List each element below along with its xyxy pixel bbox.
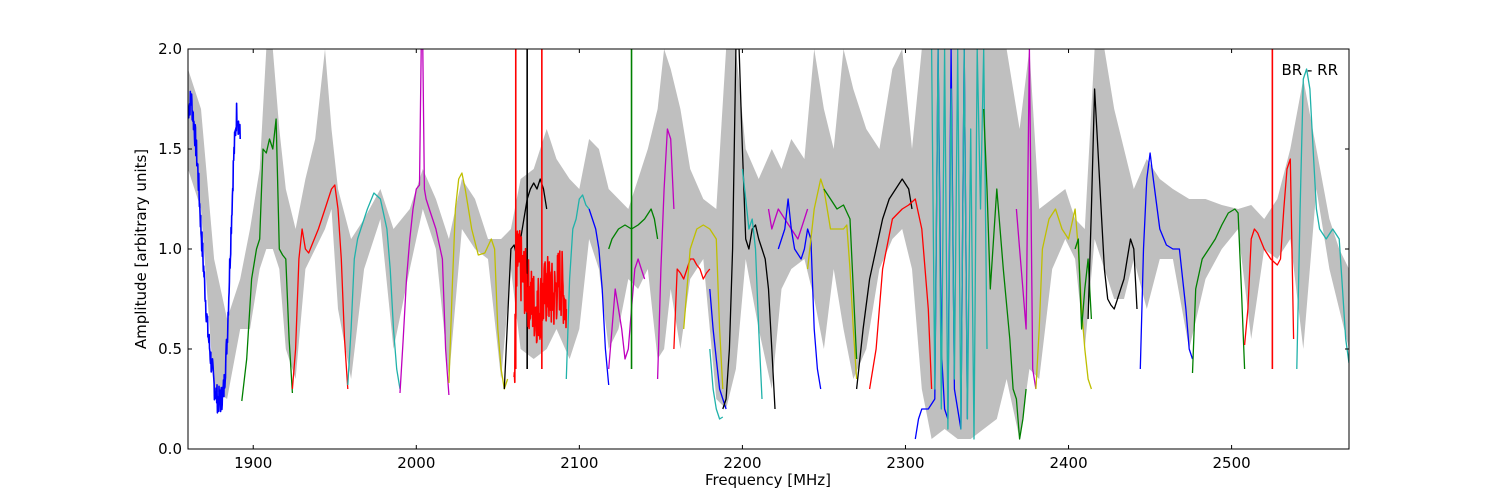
x-tick-label: 2100 (560, 454, 598, 472)
series-layer (188, 49, 1349, 440)
series-line-18 (741, 168, 763, 400)
chart-annotation: BR - RR (1281, 61, 1338, 79)
y-tick-label: 1.5 (158, 140, 182, 158)
y-tick-label: 0.0 (158, 440, 182, 458)
series-line-14 (683, 224, 724, 390)
series-line-35 (1296, 68, 1349, 370)
series-line-3 (347, 192, 401, 390)
series-line-8 (565, 194, 590, 380)
series-line-20 (777, 198, 822, 390)
series-line-25 (914, 49, 969, 440)
series-line-33 (1191, 208, 1246, 374)
y-axis: 0.0 0.5 1.0 1.5 2.0 (158, 40, 1349, 458)
series-line-23 (855, 178, 913, 390)
series-line-28 (1015, 49, 1037, 390)
series-line-21 (806, 178, 858, 380)
series-line-5 (448, 172, 509, 390)
series-line-31 (1087, 88, 1138, 320)
series-line-12 (656, 128, 675, 380)
y-axis-label: Amplitude [arbitrary units] (132, 149, 150, 349)
x-tick-label: 1900 (234, 454, 272, 472)
x-axis: 1900 2000 2100 2200 2300 2400 2500 (234, 49, 1251, 472)
series-line-29 (1035, 208, 1093, 390)
x-axis-label: Frequency [MHz] (705, 471, 831, 489)
y-tick-label: 0.5 (158, 340, 182, 358)
series-line-24 (868, 198, 933, 390)
x-tick-label: 2500 (1213, 454, 1251, 472)
x-tick-label: 2000 (397, 454, 435, 472)
series-line-16 (709, 348, 724, 420)
series-line-10 (608, 258, 646, 370)
y-tick-label: 2.0 (158, 40, 182, 58)
series-line-22 (823, 188, 858, 360)
y-tick-label: 1.0 (158, 240, 182, 258)
series-line-19 (767, 208, 809, 240)
series-line-15 (709, 288, 727, 410)
series-line-7 (513, 229, 568, 384)
series-line-4 (399, 49, 450, 396)
series-line-27 (983, 108, 1027, 440)
series-line-13 (673, 258, 711, 350)
envelope-layer (188, 49, 1349, 439)
series-line-6 (503, 178, 548, 390)
x-tick-label: 2400 (1049, 454, 1087, 472)
series-line-32 (1139, 152, 1194, 370)
series-line-2 (291, 184, 349, 390)
series-line-34 (1243, 158, 1295, 346)
series-line-17 (722, 49, 776, 410)
series-line-11 (608, 208, 659, 250)
series-line-9 (588, 208, 610, 386)
x-tick-label: 2300 (886, 454, 924, 472)
series-line-0 (188, 90, 241, 414)
series-line-30 (1074, 238, 1093, 330)
x-tick-label: 2200 (723, 454, 761, 472)
series-line-26 (930, 49, 988, 440)
envelope-band (188, 49, 1349, 439)
series-line-1 (241, 118, 294, 402)
